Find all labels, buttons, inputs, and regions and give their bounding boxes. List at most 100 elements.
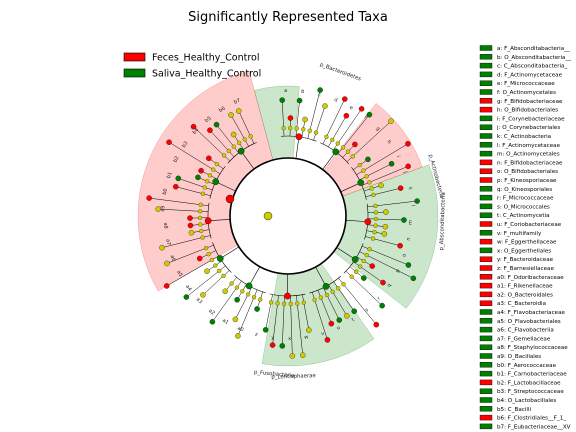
key-swatch <box>479 230 493 236</box>
key-letter: u <box>497 222 501 228</box>
key-letter: v <box>497 231 501 237</box>
node-marker <box>351 256 359 263</box>
node-marker <box>279 343 286 349</box>
key-swatch <box>479 106 493 113</box>
key-swatch <box>479 89 493 95</box>
key-taxon: O_Lactobacillales <box>508 398 557 404</box>
node-marker <box>401 217 407 223</box>
node-marker <box>349 274 354 279</box>
key-taxon: F_Micrococcaceae <box>503 196 554 202</box>
key-letter: y <box>497 257 501 263</box>
node-marker <box>258 297 263 302</box>
node-marker <box>410 275 417 282</box>
node-letter-tag: b4 <box>192 127 201 136</box>
node-marker <box>350 154 355 159</box>
node-marker <box>289 353 296 359</box>
key-swatch <box>479 397 493 403</box>
node-marker <box>228 112 234 118</box>
node-letter-tag: a7 <box>164 239 171 246</box>
node-marker <box>373 216 379 222</box>
key-letter: a6 <box>497 328 504 334</box>
node-marker <box>367 180 372 185</box>
key-swatch <box>479 54 493 60</box>
node-marker <box>397 185 404 191</box>
node-marker <box>221 273 226 278</box>
key-letter: b7 <box>497 424 505 430</box>
node-marker <box>342 96 348 102</box>
node-marker <box>254 306 260 312</box>
key-swatch <box>479 194 493 201</box>
key-swatch <box>479 168 493 174</box>
node-marker <box>324 292 330 298</box>
key-letter: a7 <box>497 336 504 342</box>
clade-sectors: p_Bacteroidetesp_Actinobacteriap_Abscond… <box>137 62 447 381</box>
branch-line <box>248 266 261 287</box>
legend-label: Feces_Healthy_Control <box>152 53 259 64</box>
node-marker <box>300 352 306 358</box>
key-taxon: O_Bacteroidales <box>508 292 553 298</box>
node-marker <box>322 103 328 109</box>
node-marker <box>202 185 207 190</box>
key-swatch <box>479 142 493 148</box>
node-marker <box>209 319 216 325</box>
node-marker <box>175 175 182 182</box>
node-marker <box>198 222 203 227</box>
branch-line <box>215 181 236 192</box>
key-entry: b6: F_Clostridiales__F_1_ <box>497 416 566 422</box>
node-marker <box>275 301 280 306</box>
node-marker <box>318 295 324 300</box>
node-marker <box>234 297 240 303</box>
node-marker <box>294 126 299 131</box>
node-marker <box>231 144 236 149</box>
key-swatch <box>479 212 493 218</box>
key-swatch <box>479 150 493 157</box>
key-entry: a8: F_Staphylococcaceae <box>497 345 568 351</box>
key-taxon: O_Flavobacteriales <box>508 319 561 325</box>
node-marker <box>383 209 389 215</box>
node-marker <box>373 321 380 328</box>
node-letter-tag: a <box>284 88 287 94</box>
key-taxon: O_Bacillales <box>508 354 542 360</box>
node-marker <box>173 183 179 190</box>
node-marker <box>361 275 367 281</box>
node-marker <box>397 242 403 249</box>
node-marker <box>240 289 245 294</box>
node-marker <box>296 97 303 104</box>
node-marker <box>242 137 247 142</box>
node-marker <box>328 320 335 327</box>
node-marker <box>364 253 369 258</box>
node-marker <box>237 147 245 155</box>
node-marker <box>288 125 293 131</box>
node-letter-tag: s <box>364 307 370 314</box>
node-marker <box>206 252 211 257</box>
node-marker <box>251 295 257 300</box>
node-marker <box>330 137 335 143</box>
group-legend: Feces_Healthy_Control Saliva_Healthy_Cont… <box>123 53 261 80</box>
node-marker <box>357 162 362 168</box>
branch-line <box>240 151 255 170</box>
key-letter: a4 <box>497 310 504 316</box>
node-marker <box>301 127 306 132</box>
key-entry: h: O_Bifidobacteriales <box>497 108 558 114</box>
key-swatch <box>479 177 493 183</box>
key-taxon: F_Eubacteriaceae__XV <box>508 424 571 430</box>
node-marker <box>214 162 220 167</box>
key-swatch <box>479 238 493 245</box>
key-entry: a6: C_Flavobacteriia <box>497 328 554 334</box>
node-marker <box>370 236 376 241</box>
node-marker <box>198 209 203 214</box>
key-swatch <box>479 300 493 306</box>
node-marker <box>322 283 330 290</box>
key-swatch <box>479 71 493 78</box>
key-entry: b4: O_Lactobacillales <box>497 398 556 404</box>
chart-title: Significantly Represented Taxa <box>188 10 388 25</box>
key-entry: z: F_Barnesiellaceae <box>497 266 554 272</box>
key-swatch <box>479 362 493 368</box>
key-taxon: F_Kineosporiaceae <box>504 178 557 184</box>
node-marker <box>324 134 329 139</box>
key-entry: k: C_Actinobacteria <box>497 134 551 140</box>
branch-line <box>295 136 300 159</box>
node-letter-tag: y <box>271 335 275 341</box>
key-taxon: O_Absconditabacteria__ <box>504 55 571 61</box>
node-letter-tag: e <box>348 105 354 112</box>
